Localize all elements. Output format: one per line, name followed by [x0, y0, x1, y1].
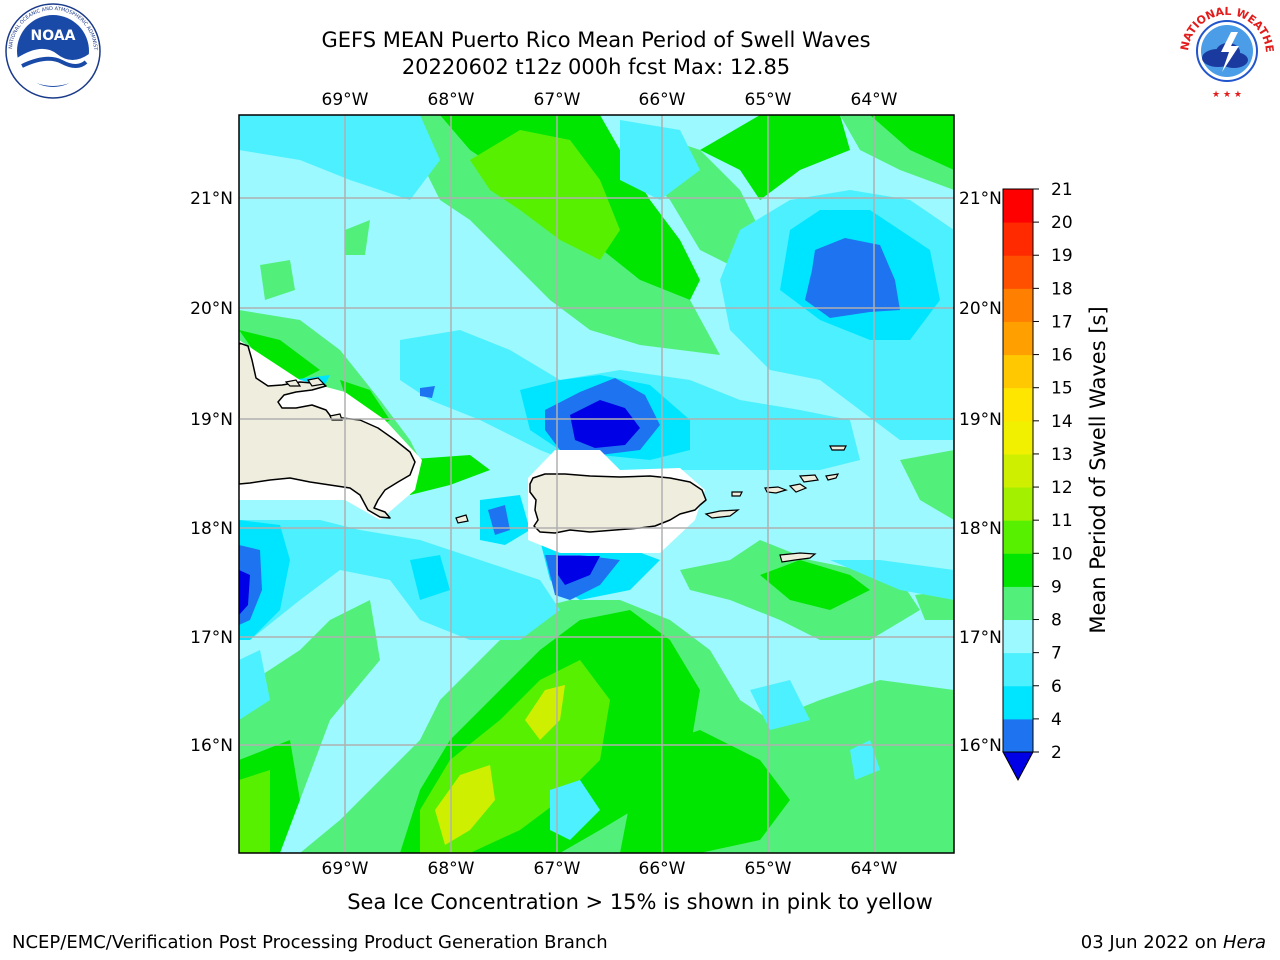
- colorbar-segment: [1003, 487, 1033, 521]
- lon-label-bottom: 66°W: [639, 859, 686, 879]
- lat-label-left: 19°N: [190, 410, 233, 430]
- colorbar-segment: [1003, 288, 1033, 322]
- footer-host: Hera: [1222, 932, 1266, 953]
- colorbar-tick-label: 18: [1051, 279, 1073, 299]
- lon-label-bottom: 69°W: [322, 859, 369, 879]
- lon-label-bottom: 65°W: [745, 859, 792, 879]
- map-gridlines: [239, 115, 954, 853]
- lat-label-right: 21°N: [959, 189, 1002, 209]
- swell-period-field: [239, 115, 954, 853]
- nws-stars-icon: ★ ★ ★: [1212, 90, 1242, 100]
- lon-labels-top: 69°W 68°W 67°W 66°W 65°W 64°W: [322, 90, 898, 110]
- lon-label-bottom: 68°W: [428, 859, 475, 879]
- lat-label-left: 18°N: [190, 519, 233, 539]
- colorbar-segment: [1003, 718, 1033, 753]
- colorbar-tick-label: 6: [1051, 677, 1062, 697]
- map-frame: [238, 114, 955, 854]
- colorbar-tick-label: 19: [1051, 246, 1073, 266]
- colorbar-segment: [1003, 354, 1033, 389]
- colorbar-tick-label: 4: [1051, 710, 1062, 730]
- colorbar-tick-label: 10: [1051, 544, 1073, 564]
- colorbar-tick-label: 9: [1051, 577, 1062, 597]
- lat-label-left: 17°N: [190, 628, 233, 648]
- lat-label-right: 16°N: [959, 736, 1002, 756]
- colorbar-tick-label: 16: [1051, 346, 1073, 366]
- colorbar-segment: [1003, 387, 1033, 422]
- chart-title: GEFS MEAN Puerto Rico Mean Period of Swe…: [321, 28, 871, 52]
- lon-labels-bottom: 69°W 68°W 67°W 66°W 65°W 64°W: [322, 859, 898, 879]
- lat-label-left: 20°N: [190, 299, 233, 319]
- colorbar-tick-label: 7: [1051, 644, 1062, 664]
- lat-label-right: 17°N: [959, 628, 1002, 648]
- chart-subtitle: 20220602 t12z 000h fcst Max: 12.85: [401, 55, 791, 79]
- footer-credit: NCEP/EMC/Verification Post Processing Pr…: [12, 932, 608, 953]
- lat-labels-left: 21°N 20°N 19°N 18°N 17°N 16°N: [190, 189, 233, 756]
- lat-label-right: 20°N: [959, 299, 1002, 319]
- lon-label-top: 66°W: [639, 90, 686, 110]
- colorbar-tick-label: 11: [1051, 511, 1073, 531]
- lat-label-right: 18°N: [959, 519, 1002, 539]
- colorbar-segment: [1003, 222, 1033, 256]
- colorbar-tick-label: 17: [1051, 312, 1073, 332]
- lon-label-top: 67°W: [534, 90, 581, 110]
- field-12-13s: [435, 685, 565, 845]
- colorbar-tick-label: 12: [1051, 478, 1073, 498]
- lon-label-bottom: 64°W: [851, 859, 898, 879]
- colorbar-segment: [1003, 520, 1033, 554]
- noaa-logo: NOAA NATIONAL OCEANIC AND ATMOSPHERIC AD…: [2, 2, 101, 99]
- lat-labels-right: 21°N 20°N 19°N 18°N 17°N 16°N: [959, 189, 1002, 756]
- colorbar-segment: [1003, 255, 1033, 289]
- lon-label-top: 65°W: [745, 90, 792, 110]
- lon-label-top: 69°W: [322, 90, 369, 110]
- lon-label-bottom: 67°W: [534, 859, 581, 879]
- field-below-4s: [239, 400, 640, 615]
- colorbar-ticks: 2 4 6 7 8 9 10 11 12 13 14 15 16 17 18 19 20 21: [1033, 180, 1073, 763]
- colorbar-segment: [1003, 685, 1033, 720]
- colorbar-tick-label: 8: [1051, 611, 1062, 631]
- lat-label-right: 19°N: [959, 410, 1002, 430]
- colorbar-segment: [1003, 189, 1033, 223]
- nws-logo: NATIONAL WEATHER SERVICE ★ ★ ★: [1176, 2, 1276, 100]
- noaa-logo-text: NOAA: [31, 28, 76, 44]
- colorbar-segment: [1003, 619, 1033, 654]
- colorbar-segment: [1003, 420, 1033, 455]
- sea-ice-caption: Sea Ice Concentration > 15% is shown in …: [347, 890, 933, 914]
- colorbar-segment: [1003, 652, 1033, 687]
- lat-label-left: 21°N: [190, 189, 233, 209]
- colorbar-tick-label: 21: [1051, 180, 1073, 200]
- colorbar-segments: [1002, 188, 1034, 782]
- footer-date-text: 03 Jun 2022 on: [1080, 932, 1223, 953]
- colorbar-tick-label: 13: [1051, 445, 1073, 465]
- lon-label-top: 64°W: [851, 90, 898, 110]
- colorbar-tick-label: 20: [1051, 213, 1073, 233]
- colorbar-segment: [1003, 586, 1033, 621]
- colorbar-under-triangle: [1002, 751, 1034, 782]
- colorbar-label: Mean Period of Swell Waves [s]: [1086, 306, 1110, 633]
- lon-label-top: 68°W: [428, 90, 475, 110]
- lat-label-left: 16°N: [190, 736, 233, 756]
- colorbar-outline: [1002, 188, 1034, 753]
- colorbar-segment: [1003, 321, 1033, 356]
- colorbar-tick-label: 2: [1051, 743, 1062, 763]
- colorbar-tick-label: 14: [1051, 412, 1073, 432]
- footer-date: 03 Jun 2022 on Hera: [1081, 932, 1266, 953]
- colorbar-tick-label: 15: [1051, 379, 1073, 399]
- colorbar-segment: [1003, 553, 1033, 587]
- colorbar-segment: [1003, 453, 1033, 488]
